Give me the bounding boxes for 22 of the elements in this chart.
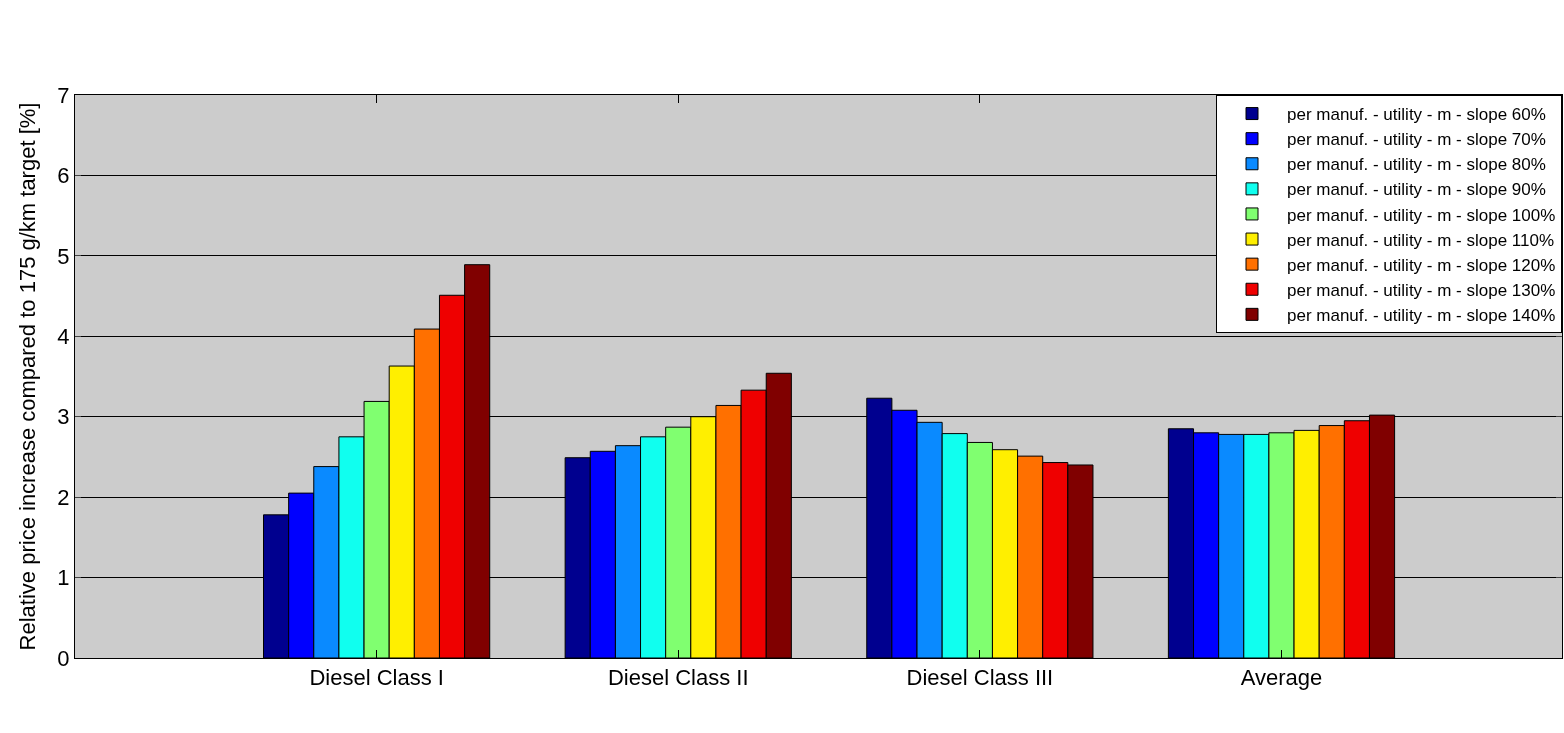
y-tick-label: 7 bbox=[57, 82, 70, 108]
x-tick-label: Diesel Class III bbox=[906, 665, 1054, 691]
y-tick-label: 4 bbox=[57, 323, 70, 349]
y-tick-label: 5 bbox=[57, 243, 70, 269]
legend-label: per manuf. - utility - m - slope 90% bbox=[1287, 180, 1546, 200]
y-tick-label: 1 bbox=[57, 565, 70, 591]
y-tick-label: 0 bbox=[57, 645, 70, 671]
legend-label: per manuf. - utility - m - slope 100% bbox=[1287, 205, 1556, 225]
legend-label: per manuf. - utility - m - slope 120% bbox=[1287, 255, 1556, 275]
y-tick-label: 2 bbox=[57, 484, 70, 510]
legend-label: per manuf. - utility - m - slope 110% bbox=[1287, 230, 1555, 250]
x-tick-label: Average bbox=[1240, 665, 1323, 691]
legend-label: per manuf. - utility - m - slope 60% bbox=[1287, 105, 1546, 125]
x-tick-label: Diesel Class I bbox=[309, 665, 444, 691]
y-tick-label: 6 bbox=[57, 163, 70, 189]
y-axis-title: Relative price increase compared to 175 g/km target [%] bbox=[15, 102, 41, 651]
y-tick-label: 3 bbox=[57, 404, 70, 430]
x-tick-label: Diesel Class II bbox=[607, 665, 749, 691]
legend-label: per manuf. - utility - m - slope 80% bbox=[1287, 155, 1546, 175]
legend-label: per manuf. - utility - m - slope 130% bbox=[1287, 280, 1556, 300]
legend-label: per manuf. - utility - m - slope 140% bbox=[1287, 305, 1556, 325]
legend-label: per manuf. - utility - m - slope 70% bbox=[1287, 130, 1546, 150]
